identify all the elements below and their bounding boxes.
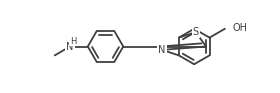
Text: OH: OH	[233, 23, 248, 33]
Text: N: N	[66, 41, 74, 52]
Text: H: H	[70, 37, 77, 46]
Text: N: N	[158, 45, 166, 55]
Text: S: S	[193, 27, 199, 37]
